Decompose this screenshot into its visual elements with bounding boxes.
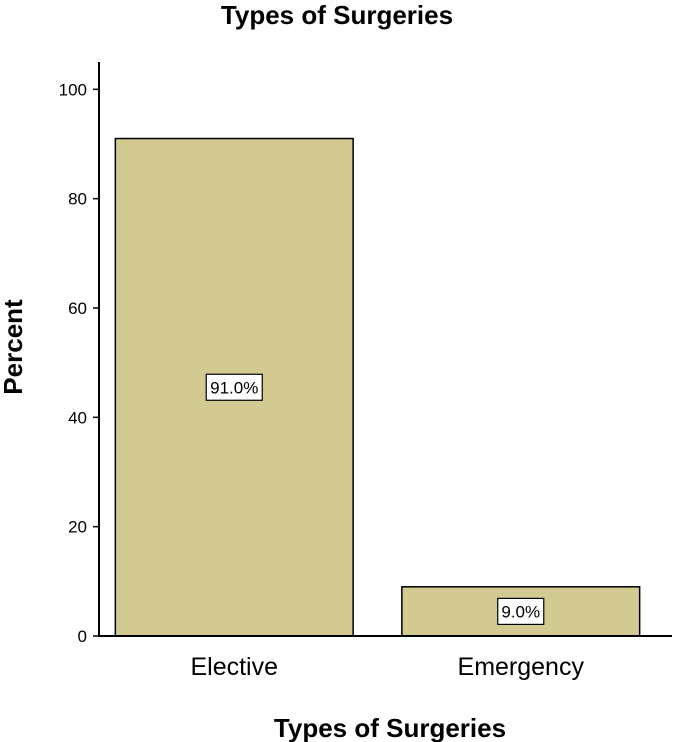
chart-title: Types of Surgeries: [221, 0, 453, 30]
y-tick-label: 20: [68, 518, 87, 537]
y-axis-title: Percent: [0, 299, 28, 395]
y-ticks-layer: 0 20 40 60 80 100: [59, 80, 99, 646]
data-labels-layer: 91.0% 9.0%: [205, 373, 545, 626]
bars-layer: [114, 137, 641, 637]
x-category-label-emergency: Emergency: [458, 653, 585, 681]
x-categories-layer: Elective Emergency: [190, 653, 584, 681]
x-axis-title: Types of Surgeries: [274, 713, 506, 742]
y-tick-label: 100: [59, 80, 87, 99]
y-tick-label: 80: [68, 190, 87, 209]
data-label-box-elective: [205, 373, 263, 401]
data-label-elective: 91.0%: [210, 378, 258, 397]
y-tick-label: 60: [68, 299, 87, 318]
data-label-box-emergency: [497, 597, 545, 626]
x-category-label-elective: Elective: [190, 653, 278, 681]
y-tick-label: 40: [68, 408, 87, 427]
y-tick-label: 0: [78, 627, 87, 646]
data-label-emergency: 9.0%: [501, 602, 540, 621]
